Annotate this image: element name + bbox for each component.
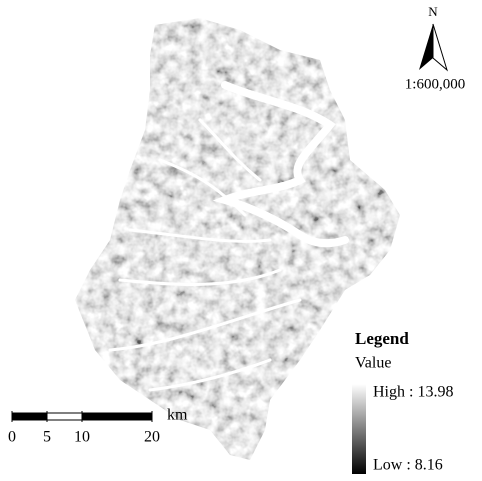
color-ramp (352, 384, 366, 474)
scale-unit: km (167, 407, 188, 424)
legend-field: Value (355, 355, 391, 372)
legend: Legend Value High : 13.98 Low : 8.16 (352, 329, 453, 474)
scale-tick-label: 0 (8, 429, 16, 446)
raster (75, 18, 400, 460)
north-label: N (428, 4, 438, 19)
legend-title: Legend (355, 329, 409, 348)
legend-high: High : 13.98 (373, 384, 453, 401)
scale-segment (82, 413, 152, 420)
legend-low: Low : 8.16 (373, 457, 443, 474)
scale-bar: km 0 5 10 20 (8, 407, 188, 446)
scale-tick-label: 5 (43, 429, 51, 446)
scale-tick-label: 10 (74, 429, 90, 446)
map: N 1:600,000 Legend Value High : 13.98 Lo… (0, 0, 482, 481)
scale-segment (12, 413, 47, 420)
scale-segment (47, 413, 82, 420)
scale-tick-label: 20 (144, 429, 160, 446)
north-arrow: N 1:600,000 (405, 4, 465, 92)
map-scale: 1:600,000 (405, 76, 465, 92)
